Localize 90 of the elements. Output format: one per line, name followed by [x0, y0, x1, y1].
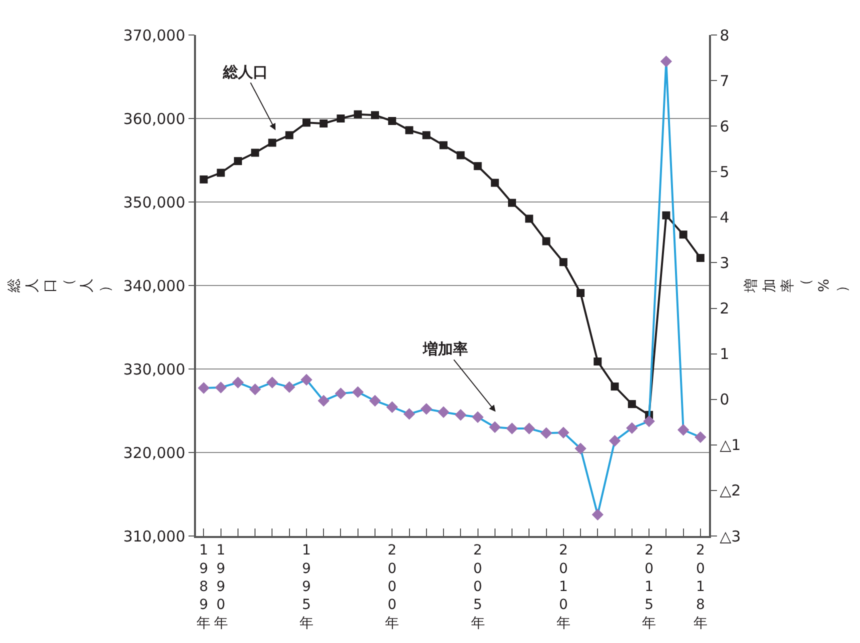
y2-tick-label: 4: [720, 208, 730, 226]
point: [626, 422, 638, 434]
point: [266, 376, 278, 388]
point: [284, 381, 296, 393]
point: [386, 401, 398, 413]
point: [234, 157, 242, 166]
y2-tick-label: 0: [720, 390, 730, 409]
point: [525, 214, 534, 223]
y2-tick-label: 2: [720, 300, 730, 318]
point: [336, 114, 345, 122]
point: [420, 403, 432, 415]
point: [403, 408, 416, 420]
point: [542, 237, 550, 246]
point: [334, 388, 347, 400]
point: [369, 394, 381, 407]
point: [540, 427, 552, 439]
x-tick-label: 1990年: [214, 542, 228, 632]
point: [574, 442, 586, 454]
x-tick-label: 1995年: [299, 542, 314, 632]
y-tick-label: 360,000: [123, 110, 186, 128]
point: [405, 126, 414, 134]
y-tick-label: 310,000: [123, 527, 186, 546]
y2-tick-label: 3: [720, 254, 730, 272]
point: [454, 409, 466, 421]
point: [694, 431, 706, 444]
y2-tick-label: △3: [720, 527, 741, 546]
point: [214, 382, 227, 394]
x-tick-label: 2015年: [642, 542, 656, 632]
point: [472, 411, 484, 423]
point: [251, 148, 260, 157]
annotation: 総人口: [222, 63, 268, 81]
point: [490, 178, 499, 187]
point: [523, 422, 535, 434]
point: [320, 120, 328, 128]
point: [302, 118, 310, 127]
point: [318, 394, 330, 407]
point: [508, 198, 516, 207]
y-tick-label: 350,000: [123, 193, 186, 212]
point: [696, 254, 704, 262]
point: [660, 56, 672, 68]
x-tick-label: 2005年: [470, 542, 485, 632]
y2-axis-title: 増加率（%）: [742, 278, 851, 294]
x-tick-label: 2010年: [556, 542, 570, 632]
point: [216, 168, 225, 177]
point: [352, 386, 364, 398]
y-tick-label: 340,000: [123, 276, 186, 295]
x-tick-label: 1989年: [196, 542, 211, 632]
y2-tick-label: 5: [720, 162, 730, 181]
point: [576, 289, 585, 298]
y2-tick-label: 6: [720, 117, 730, 136]
y-tick-label: 320,000: [123, 444, 186, 462]
point: [249, 383, 261, 396]
y-tick-label: 330,000: [123, 360, 186, 378]
y-tick-label: 370,000: [123, 26, 186, 44]
point: [677, 424, 690, 436]
point: [679, 230, 688, 239]
point: [558, 426, 570, 438]
point: [559, 258, 568, 266]
point: [285, 131, 294, 140]
point: [474, 162, 482, 170]
point: [232, 376, 244, 388]
point: [268, 138, 276, 147]
point: [200, 175, 208, 184]
y-axis-title: 総人口（人）: [6, 278, 114, 294]
point: [422, 131, 430, 140]
x-tick-label: 2000年: [385, 542, 400, 632]
point: [608, 434, 621, 447]
point: [388, 117, 396, 126]
point: [506, 422, 518, 434]
point: [610, 382, 619, 391]
point: [592, 508, 604, 520]
y2-tick-label: 7: [720, 72, 730, 90]
point: [198, 382, 210, 394]
point: [354, 110, 362, 118]
point: [489, 421, 501, 433]
point: [438, 406, 450, 418]
point: [662, 211, 670, 220]
x-tick-label: 2018年: [693, 542, 708, 632]
annotation: 増加率: [422, 340, 468, 358]
point: [594, 357, 602, 366]
y2-tick-label: 1: [720, 345, 730, 364]
y2-tick-label: 8: [720, 26, 730, 44]
point: [643, 415, 655, 428]
point: [370, 111, 379, 120]
point: [628, 400, 636, 408]
point: [440, 141, 448, 150]
point: [300, 374, 312, 386]
y2-tick-label: △2: [720, 482, 741, 500]
point: [456, 151, 465, 160]
y2-tick-label: △1: [720, 436, 741, 454]
